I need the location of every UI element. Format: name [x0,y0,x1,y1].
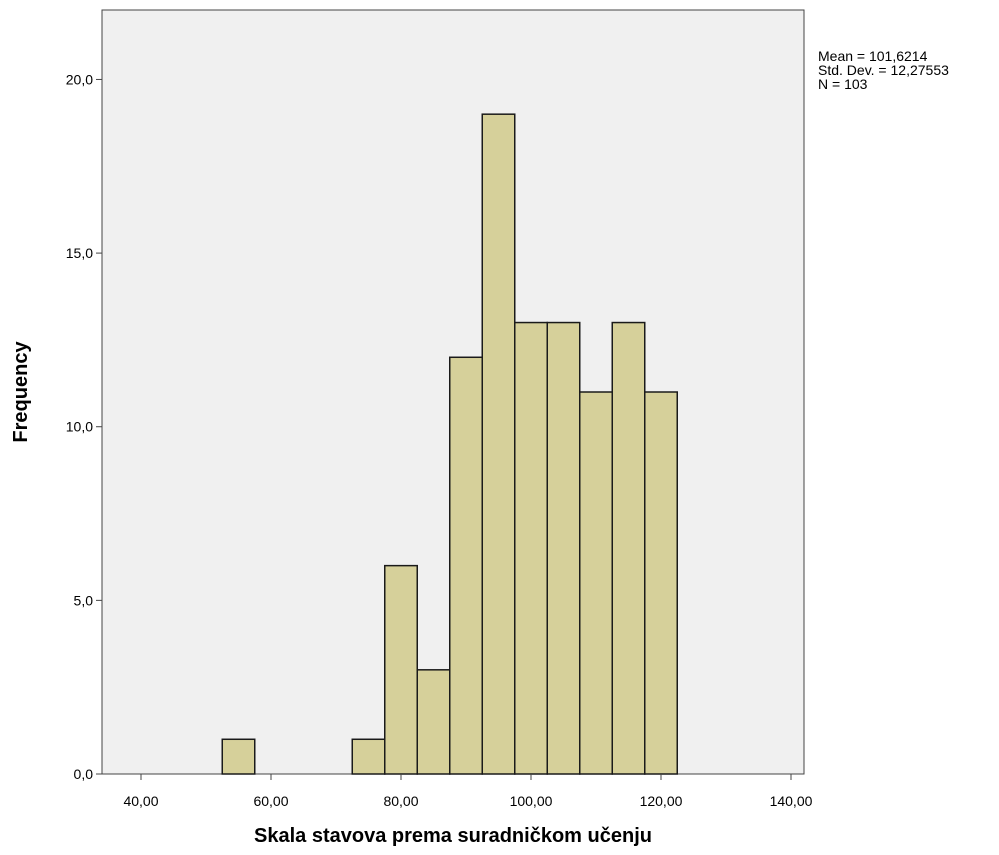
x-tick-label: 40,00 [123,793,158,809]
histogram-bar [416,669,451,775]
histogram-bar [384,564,418,775]
x-tick-label: 80,00 [383,793,418,809]
x-tick-label: 120,00 [640,793,683,809]
x-tick-label: 60,00 [253,793,288,809]
statistics-box: Mean = 101,6214 Std. Dev. = 12,27553 N =… [818,49,949,91]
x-axis: 40,00 60,00 80,00 100,00 120,00 140,00 [123,774,813,809]
bars-group [221,113,678,775]
stat-std-dev: Std. Dev. = 12,27553 [818,62,949,78]
stat-n: N = 103 [818,76,868,92]
y-tick-label: 20,0 [66,71,93,87]
x-tick-label: 100,00 [510,793,553,809]
histogram-bar [481,113,516,775]
histogram-bar [644,391,678,775]
histogram-bar [221,738,256,775]
y-axis: 0,0 5,0 10,0 15,0 20,0 [66,71,102,782]
y-tick-label: 0,0 [74,766,94,782]
y-tick-label: 15,0 [66,245,93,261]
histogram-bar [546,321,581,775]
y-tick-label: 10,0 [66,419,93,435]
histogram-bar [351,738,386,775]
y-axis-title: Frequency [10,341,32,443]
histogram-bar [449,356,483,775]
x-axis-title: Skala stavova prema suradničkom učenju [254,825,652,847]
histogram-bar [579,391,613,775]
histogram-bar [611,321,646,775]
stat-mean: Mean = 101,6214 [818,48,928,64]
histogram-bar [514,321,548,775]
x-tick-label: 140,00 [770,793,813,809]
y-tick-label: 5,0 [74,592,94,608]
